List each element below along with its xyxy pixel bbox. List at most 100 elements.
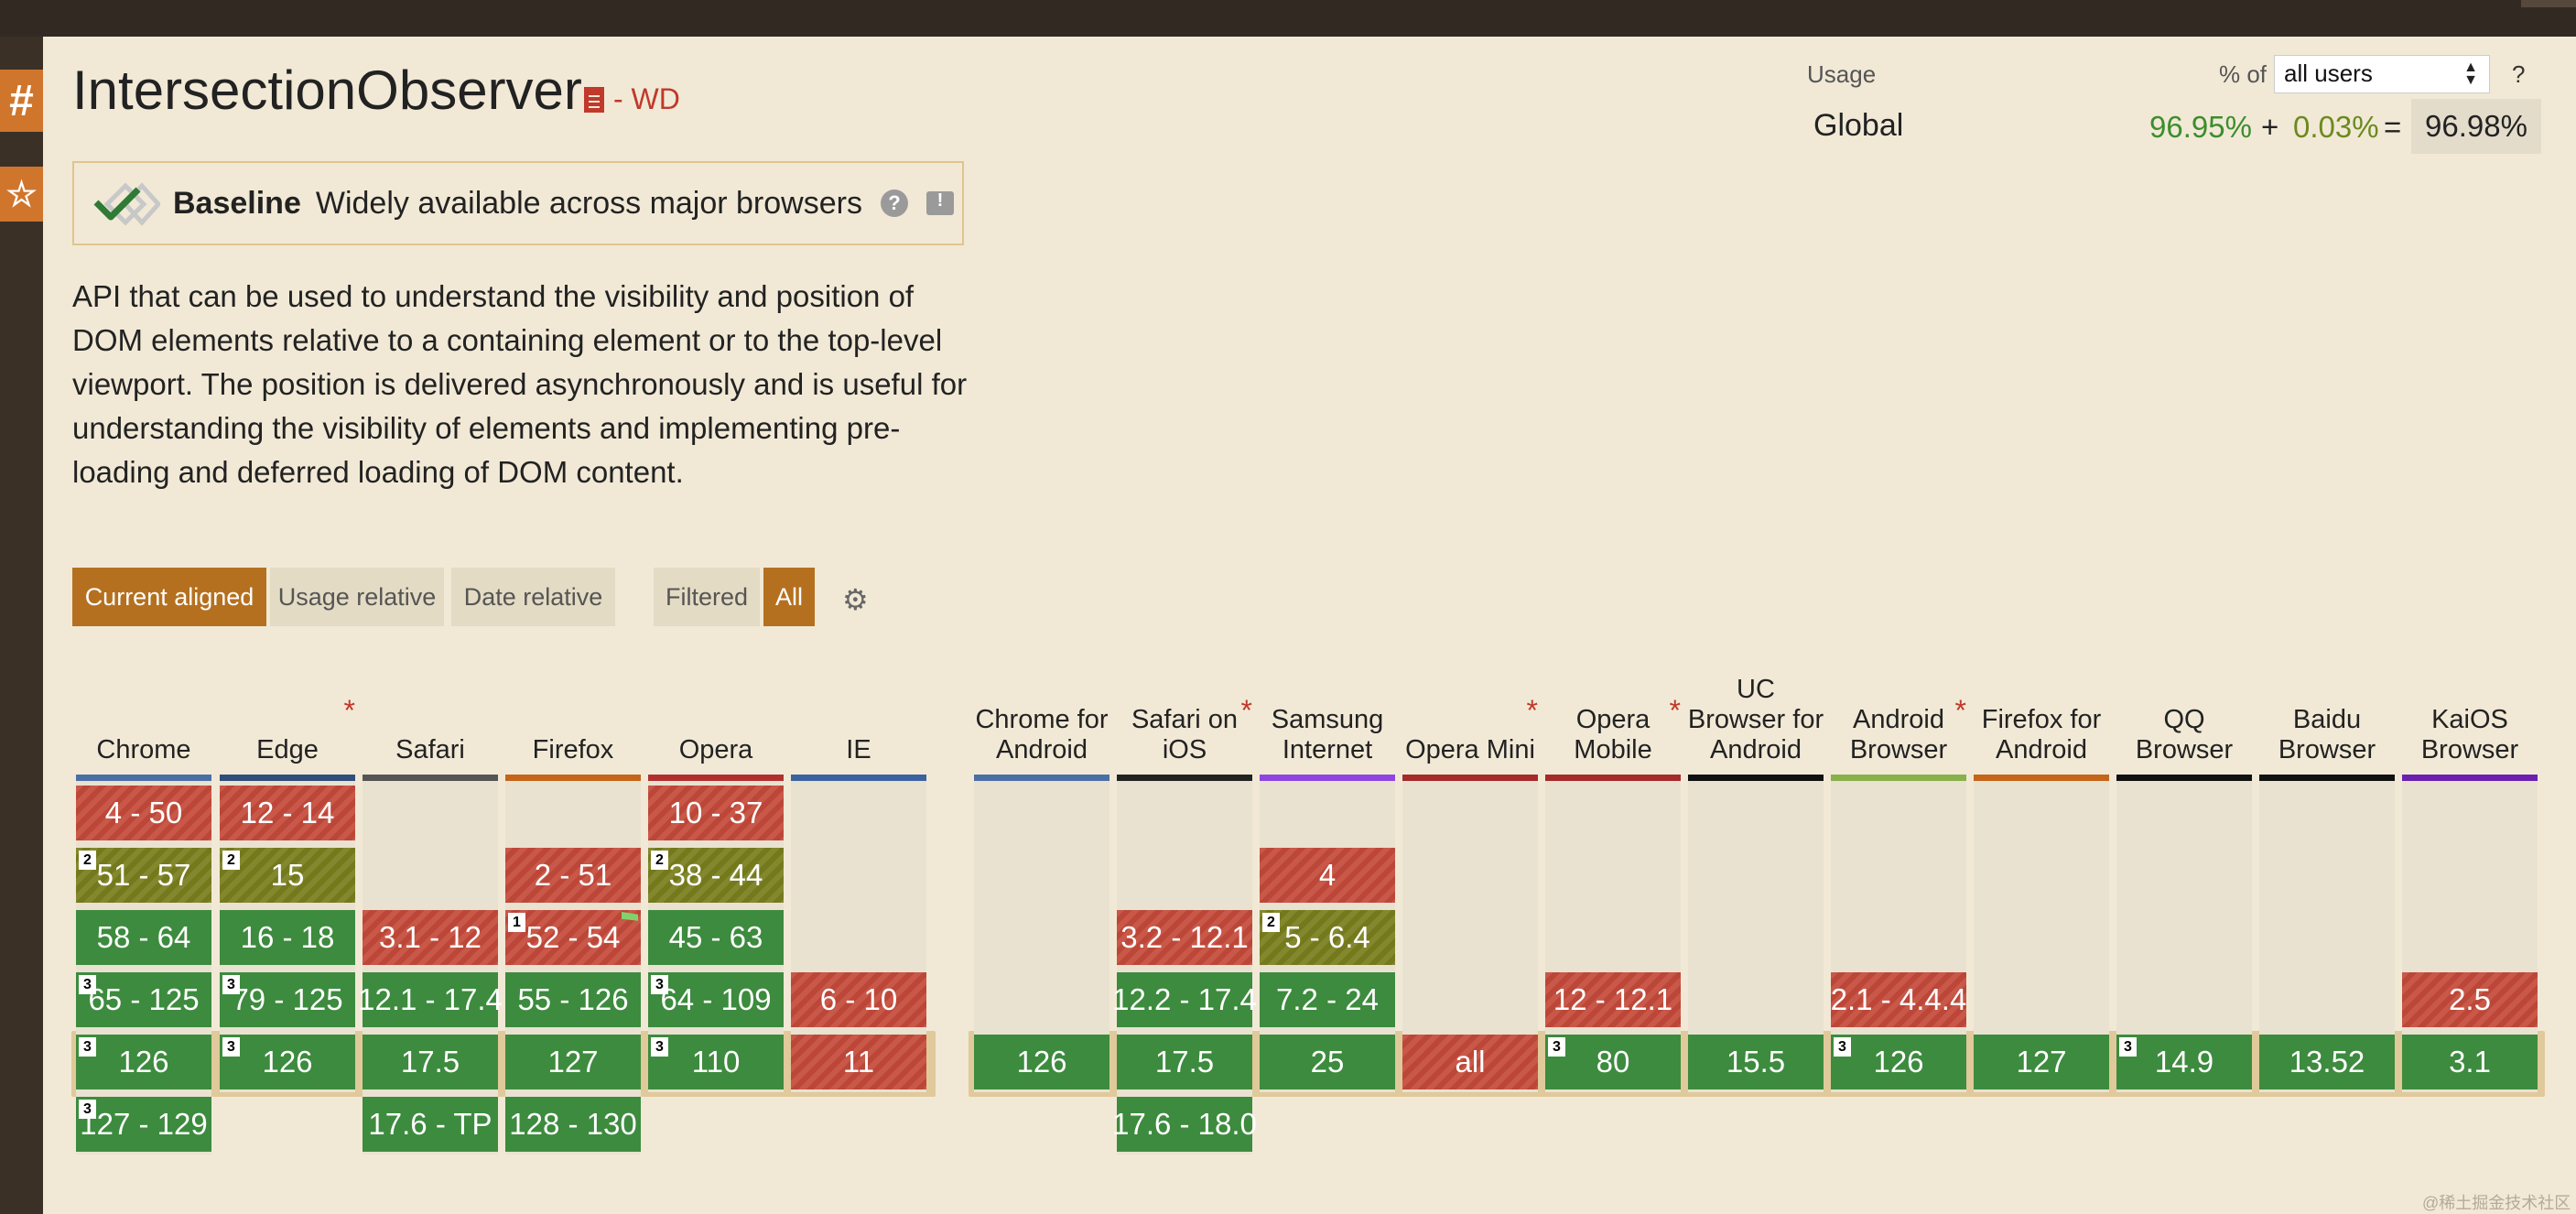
browser-header-android-browser[interactable]: Android Browser * — [1827, 632, 1970, 775]
current-version-cell[interactable]: 13.52 — [2259, 1035, 2395, 1089]
version-cell[interactable]: 17.6 - TP — [363, 1097, 498, 1152]
version-cell[interactable]: 38 - 44 2 — [648, 848, 784, 903]
version-cell[interactable]: 15 2 — [220, 848, 355, 903]
current-version-cell[interactable]: 127 — [505, 1035, 641, 1089]
version-cell[interactable]: 65 - 125 3 — [76, 972, 211, 1027]
current-version-cell[interactable]: 14.9 3 — [2116, 1035, 2252, 1089]
filtered-button[interactable]: Filtered — [654, 568, 760, 626]
browser-column-safari-on-ios — [1117, 781, 1252, 1154]
version-range: 3.1 — [2449, 1045, 2491, 1079]
version-cell[interactable]: 58 - 64 — [76, 910, 211, 965]
version-cell[interactable]: 3.2 - 12.1 — [1117, 910, 1252, 965]
browser-header-safari-on-ios[interactable]: Safari on iOS * — [1113, 632, 1256, 775]
current-version-cell[interactable]: 80 3 — [1545, 1035, 1681, 1089]
browser-header-opera[interactable]: Opera — [644, 632, 787, 775]
version-cell[interactable]: 17.6 - 18.0 — [1112, 1097, 1257, 1152]
browser-color-bar — [1974, 775, 2109, 781]
version-cell[interactable]: 2.1 - 4.4.4 — [1831, 972, 1966, 1027]
version-cell[interactable]: 3.1 - 12 — [363, 910, 498, 965]
current-version-cell[interactable]: 17.5 — [1117, 1035, 1252, 1089]
flag-icon — [622, 912, 638, 921]
current-version-cell[interactable]: 126 — [974, 1035, 1109, 1089]
browser-header-chrome-for-android[interactable]: Chrome for Android — [970, 632, 1113, 775]
browser-color-bar — [76, 775, 211, 781]
note-badge: 3 — [79, 975, 96, 994]
browser-header-firefox-for-android[interactable]: Firefox for Android — [1970, 632, 2113, 775]
usage-full-support: 96.95% — [2149, 110, 2252, 144]
version-cell[interactable]: 12 - 12.1 — [1545, 972, 1681, 1027]
baseline-text: Widely available across major browsers — [315, 185, 862, 221]
current-version-cell[interactable]: 3.1 — [2402, 1035, 2538, 1089]
version-cell[interactable]: 64 - 109 3 — [648, 972, 784, 1027]
help-icon[interactable]: ? — [880, 190, 908, 217]
current-version-cell[interactable]: 127 — [1974, 1035, 2109, 1089]
version-cell[interactable]: 2.5 — [2402, 972, 2538, 1027]
browser-header-kaios-browser[interactable]: KaiOS Browser — [2398, 632, 2541, 775]
all-button[interactable]: All — [763, 568, 815, 626]
feedback-icon[interactable] — [925, 190, 954, 215]
browser-header-safari[interactable]: Safari — [359, 632, 502, 775]
browser-name: Firefox for Android — [1981, 705, 2102, 764]
date-relative-button[interactable]: Date relative — [451, 568, 615, 626]
version-cell[interactable]: 55 - 126 — [505, 972, 641, 1027]
version-cell[interactable]: 16 - 18 — [220, 910, 355, 965]
version-cell[interactable]: 2 - 51 — [505, 848, 641, 903]
current-version-cell[interactable]: 126 3 — [76, 1035, 211, 1089]
feature-description: API that can be used to understand the v… — [72, 279, 968, 489]
version-cell[interactable]: 5 - 6.4 2 — [1260, 910, 1395, 965]
version-cell[interactable]: 12.1 - 17.4 — [358, 972, 503, 1027]
current-version-cell[interactable]: 126 3 — [220, 1035, 355, 1089]
watermark: @稀土掘金技术社区 — [2422, 1194, 2571, 1212]
current-version-cell[interactable]: 11 — [791, 1035, 926, 1089]
current-version-cell[interactable]: all — [1402, 1035, 1538, 1089]
current-version-cell[interactable]: 17.5 — [363, 1035, 498, 1089]
version-cell[interactable]: 52 - 54 1 — [505, 910, 641, 965]
version-cell[interactable]: 10 - 37 — [648, 786, 784, 840]
browser-color-bar — [1260, 775, 1395, 781]
settings-gear-icon[interactable]: ⚙ — [842, 583, 869, 616]
browser-header-edge[interactable]: Edge * — [216, 632, 359, 775]
current-version-cell[interactable]: 25 — [1260, 1035, 1395, 1089]
users-select[interactable]: all users ▲ ▼ — [2274, 55, 2490, 93]
current-version-cell[interactable]: 15.5 — [1688, 1035, 1824, 1089]
version-cell[interactable]: 7.2 - 24 — [1260, 972, 1395, 1027]
note-badge: 2 — [79, 851, 96, 870]
browser-header-ie[interactable]: IE — [787, 632, 930, 775]
usage-help-button[interactable]: ? — [2512, 60, 2526, 88]
browser-header-baidu-browser[interactable]: Baidu Browser — [2256, 632, 2398, 775]
permalink-hash-tab[interactable]: # — [0, 70, 43, 132]
version-cell[interactable]: 6 - 10 — [791, 972, 926, 1027]
version-cell[interactable]: 4 - 50 — [76, 786, 211, 840]
browser-header-uc-browser-for-android[interactable]: UC Browser for Android — [1684, 632, 1827, 775]
browser-header-samsung-internet[interactable]: Samsung Internet — [1256, 632, 1399, 775]
browser-header-firefox[interactable]: Firefox — [502, 632, 644, 775]
version-range: 10 - 37 — [668, 796, 763, 829]
version-cell[interactable]: 127 - 129 3 — [76, 1097, 211, 1152]
spec-status[interactable]: - WD — [584, 82, 680, 116]
version-range: 13.52 — [2289, 1045, 2365, 1079]
browser-color-bar — [1831, 775, 1966, 781]
version-cell[interactable]: 4 — [1260, 848, 1395, 903]
version-cell[interactable]: 79 - 125 3 — [220, 972, 355, 1027]
browser-header-opera-mini[interactable]: Opera Mini * — [1399, 632, 1542, 775]
version-cell[interactable]: 51 - 57 2 — [76, 848, 211, 903]
browser-header-opera-mobile[interactable]: Opera Mobile * — [1542, 632, 1684, 775]
current-version-cell[interactable]: 126 3 — [1831, 1035, 1966, 1089]
current-version-cell[interactable]: 110 3 — [648, 1035, 784, 1089]
version-range: 126 — [118, 1045, 169, 1079]
bookmark-star-tab[interactable]: ☆ — [0, 167, 43, 222]
usage-relative-button[interactable]: Usage relative — [270, 568, 444, 626]
version-range: 14.9 — [2154, 1045, 2214, 1079]
version-range: 12 - 12.1 — [1553, 982, 1673, 1016]
version-cell[interactable]: 45 - 63 — [648, 910, 784, 965]
version-cell[interactable]: 12.2 - 17.4 — [1112, 972, 1257, 1027]
browser-header-chrome[interactable]: Chrome — [72, 632, 215, 775]
version-cell[interactable]: 12 - 14 — [220, 786, 355, 840]
version-cell[interactable]: 128 - 130 — [505, 1097, 641, 1152]
browser-header-qq-browser[interactable]: QQ Browser — [2113, 632, 2256, 775]
current-aligned-button[interactable]: Current aligned — [72, 568, 266, 626]
usage-plus: + — [2261, 110, 2279, 144]
region-label: Global — [1813, 108, 1904, 143]
version-range: 127 — [547, 1045, 599, 1079]
baseline-check-icon — [91, 180, 162, 226]
